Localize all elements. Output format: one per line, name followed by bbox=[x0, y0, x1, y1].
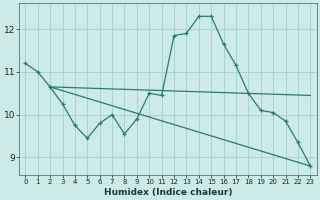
X-axis label: Humidex (Indice chaleur): Humidex (Indice chaleur) bbox=[104, 188, 232, 197]
